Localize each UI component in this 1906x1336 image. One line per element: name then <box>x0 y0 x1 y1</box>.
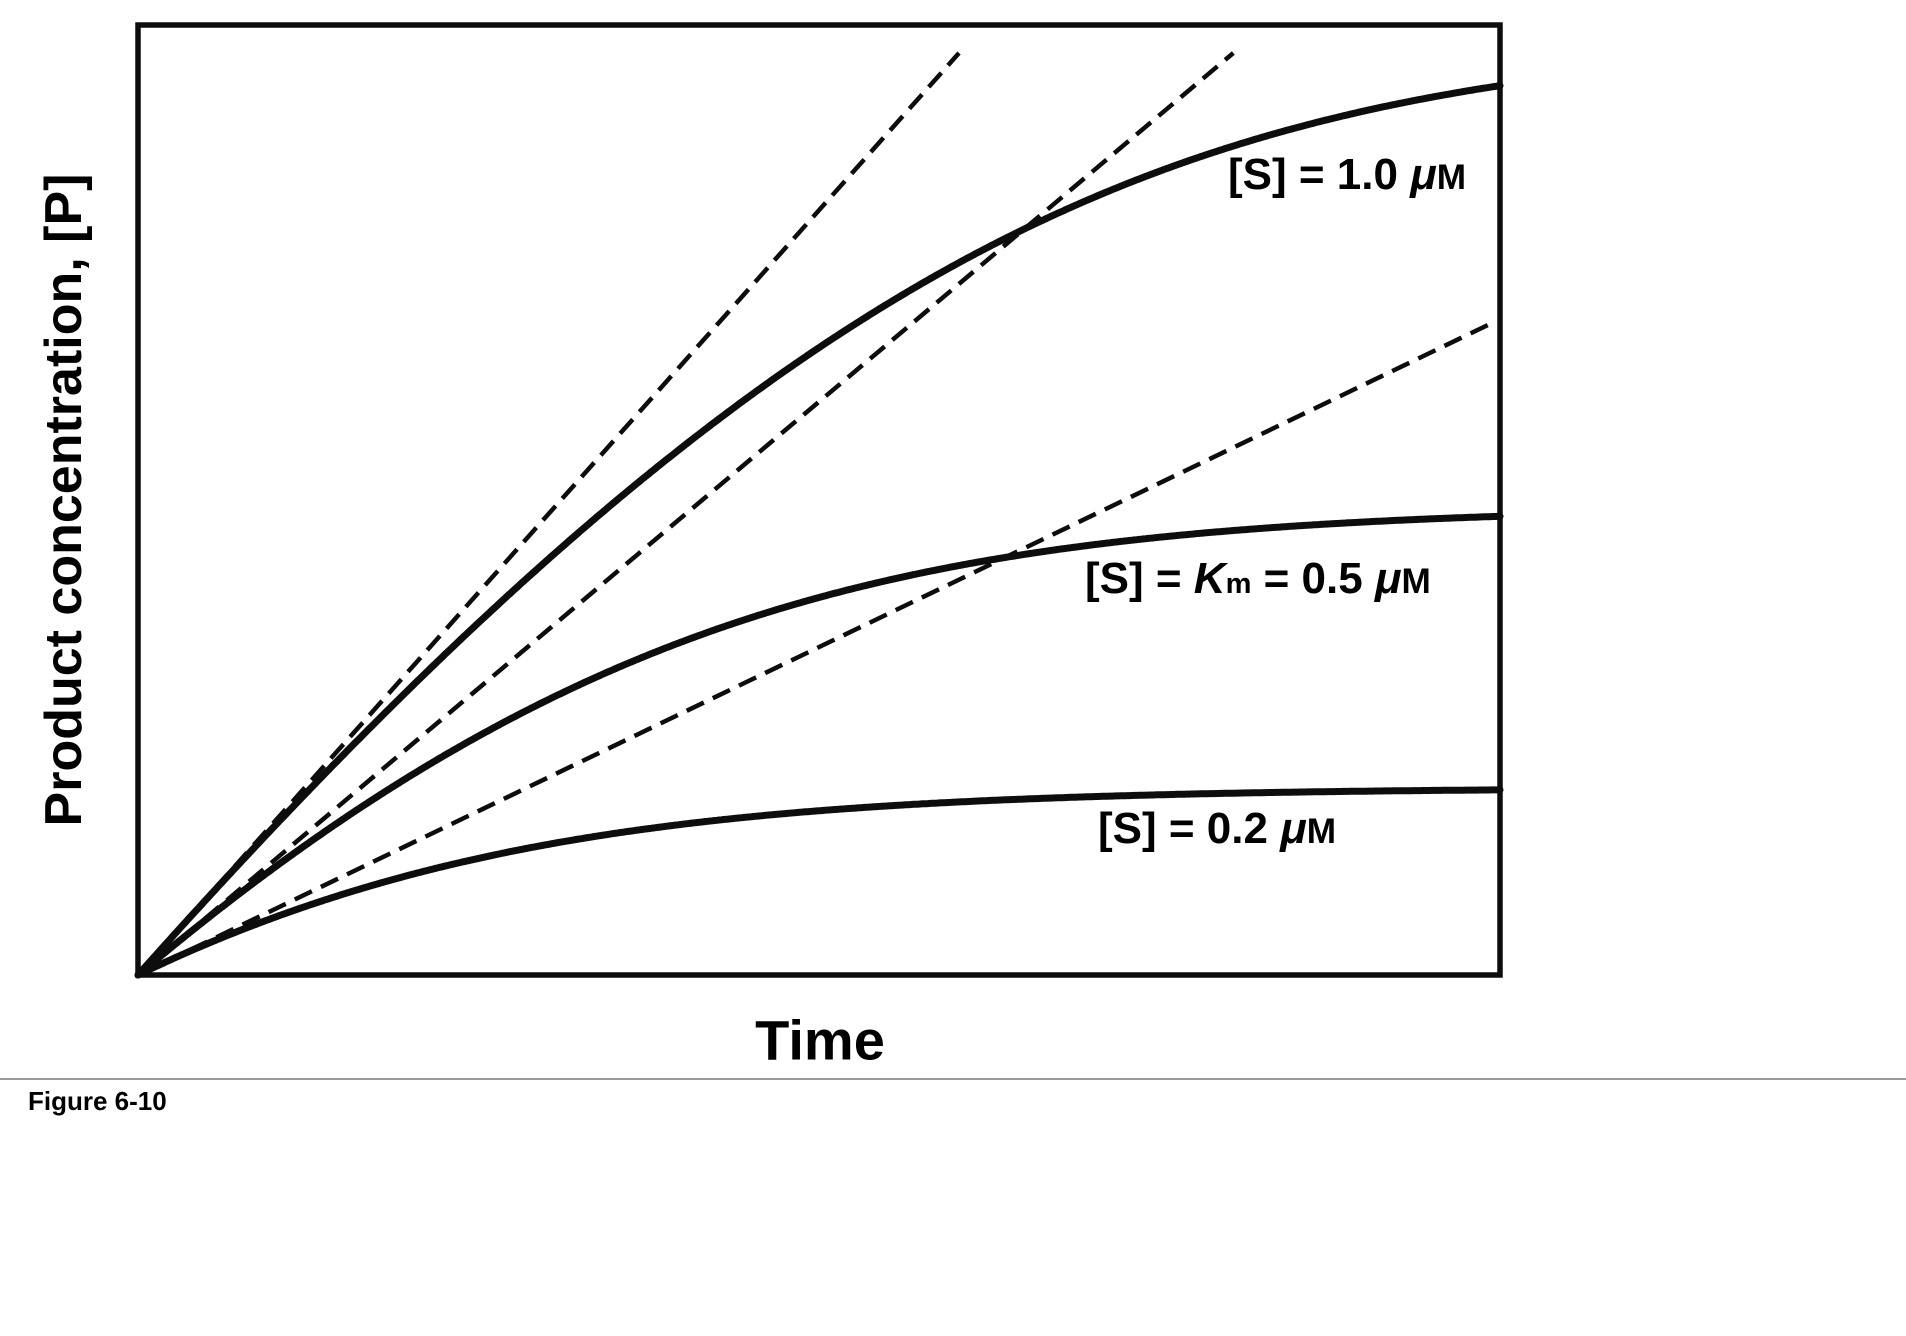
progress-curve-0 <box>134 82 1504 979</box>
label-fragment: μ <box>1374 554 1402 603</box>
curve-label-s-1.0: [S] = 1.0 μM <box>1228 150 1466 200</box>
progress-curve-1 <box>134 512 1504 979</box>
progress-curve-2 <box>134 786 1504 979</box>
label-fragment: M <box>1401 562 1431 601</box>
label-fragment: m <box>1225 568 1252 600</box>
label-fragment: μ <box>1410 150 1437 199</box>
label-fragment: [S] = 1.0 <box>1228 150 1411 199</box>
figure-caption: Figure 6-10 <box>28 1086 167 1116</box>
x-axis-label: Time <box>755 1008 885 1072</box>
initial-rate-tangent-2 <box>137 321 1491 978</box>
y-axis-label: Product concentration, [P] <box>35 173 93 827</box>
label-fragment: [S] = 0.2 <box>1098 804 1281 853</box>
label-fragment: M <box>1306 812 1337 851</box>
curve-label-s-km-0.5: [S] = Km = 0.5 μM <box>1085 554 1431 604</box>
label-fragment: K <box>1193 554 1226 603</box>
label-fragment: = 0.5 <box>1251 554 1375 603</box>
caption-divider <box>0 1078 1906 1080</box>
initial-rate-tangent-1 <box>136 51 1235 977</box>
label-fragment: M <box>1436 158 1467 197</box>
label-fragment: μ <box>1280 804 1307 853</box>
plot-border <box>135 22 1503 978</box>
label-fragment: [S] = <box>1085 554 1194 603</box>
curve-label-s-0.2: [S] = 0.2 μM <box>1098 804 1336 854</box>
